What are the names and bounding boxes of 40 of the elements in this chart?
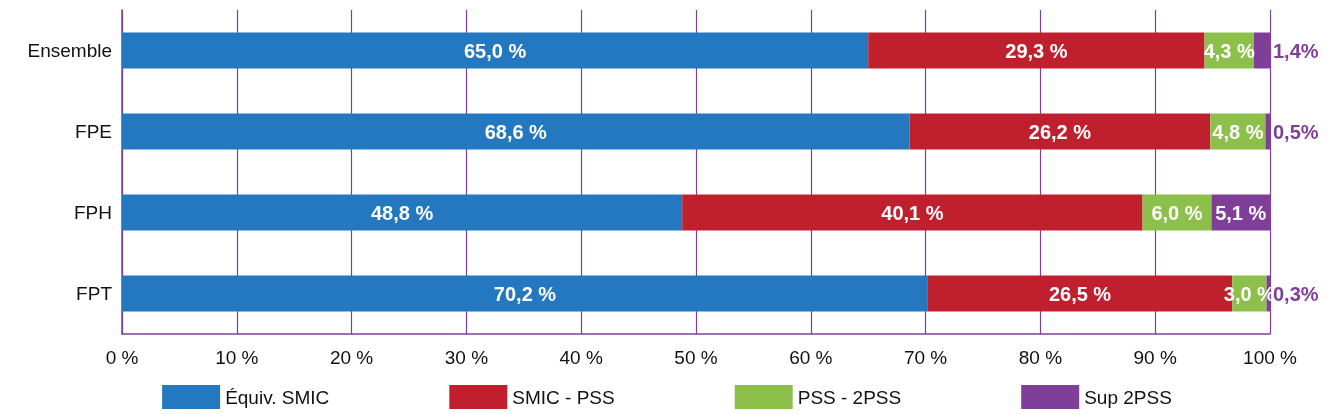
data-label: 70,2 % [493, 282, 557, 305]
bar [682, 194, 1143, 231]
y-tick-label: FPE [75, 121, 112, 142]
bar [909, 113, 1211, 150]
data-label: 6,0 % [1151, 201, 1203, 224]
x-tick-label: 10 % [215, 347, 259, 368]
bar [122, 275, 928, 312]
data-label: 40,1 % [881, 201, 944, 224]
data-label: 26,2 % [1028, 120, 1092, 143]
x-tick-label: 90 % [1133, 347, 1177, 368]
legend-label: Équiv. SMIC [225, 386, 330, 408]
data-label: 1,4% [1273, 39, 1319, 62]
bar [122, 194, 683, 231]
data-label: 68,6 % [484, 120, 548, 143]
legend-label: Sup 2PSS [1084, 386, 1172, 408]
data-label: 26,5 % [1048, 282, 1112, 305]
data-label: 0,5% [1273, 120, 1319, 143]
data-label: 29,3 % [1005, 39, 1068, 62]
y-tick-label: FPT [76, 283, 113, 304]
y-tick-label: Ensemble [27, 40, 112, 61]
x-tick-label: 40 % [559, 347, 603, 368]
data-label: 0,3% [1273, 282, 1319, 305]
bar [868, 32, 1205, 69]
bar [122, 113, 910, 150]
legend-label: SMIC - PSS [512, 386, 615, 408]
data-label: 5,1 % [1215, 201, 1267, 224]
bar [122, 32, 869, 69]
legend-label: PSS - 2PSS [797, 386, 902, 408]
x-tick-label: 50 % [674, 347, 718, 368]
x-tick-label: 30 % [444, 347, 489, 368]
data-label: 65,0 % [463, 39, 527, 62]
x-tick-label: 60 % [789, 347, 833, 368]
x-tick-label: 20 % [329, 347, 374, 368]
data-label: 4,8 % [1212, 120, 1264, 143]
x-tick-label: 70 % [903, 347, 948, 368]
data-label: 48,8 % [370, 201, 434, 224]
x-tick-label: 80 % [1018, 347, 1063, 368]
x-tick-label: 100 % [1243, 347, 1298, 368]
y-tick-label: FPH [74, 202, 112, 223]
x-tick-label: 0 % [105, 347, 139, 368]
